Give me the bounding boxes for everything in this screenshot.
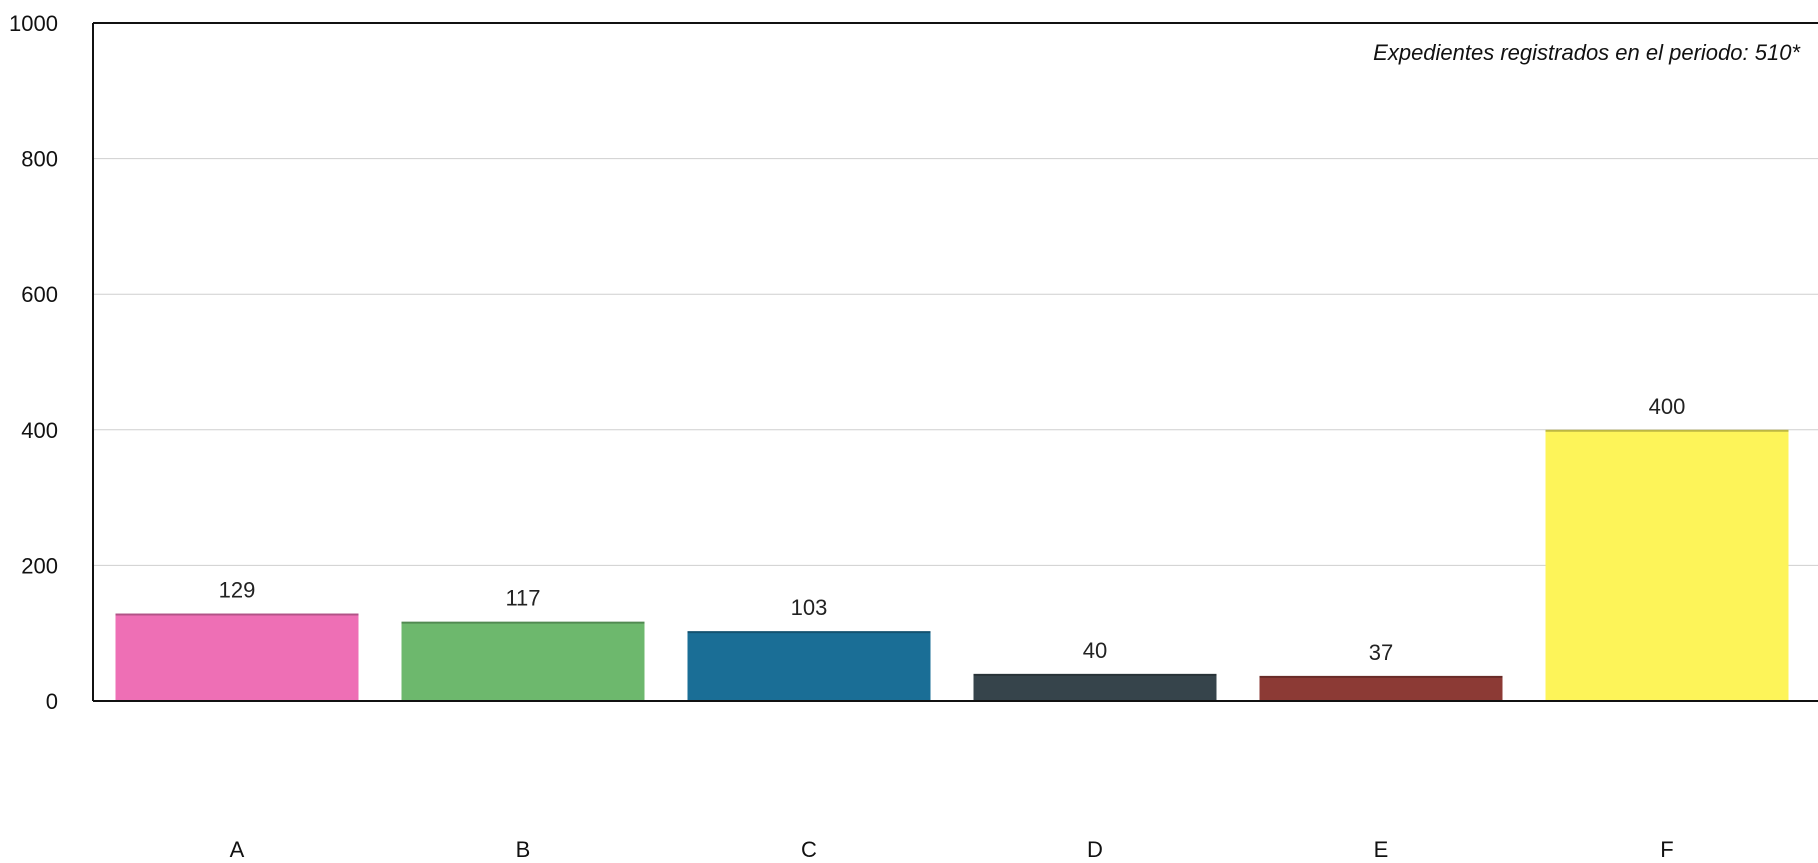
y-tick-label: 800 xyxy=(21,147,58,172)
data-label-B: 117 xyxy=(505,586,540,611)
x-tick-labels: A B C D E F xyxy=(230,837,1674,862)
y-tick-label: 200 xyxy=(21,553,58,578)
bar-A xyxy=(115,613,359,701)
x-tick-label-C: C xyxy=(801,837,817,862)
gridlines xyxy=(93,158,1818,566)
bar-D xyxy=(973,673,1217,701)
bars xyxy=(115,429,1789,701)
x-tick-label-A: A xyxy=(230,837,245,862)
annotation-text: Expedientes registrados en el periodo: 5… xyxy=(1373,40,1801,65)
data-label-D: 40 xyxy=(1083,638,1107,663)
x-tick-label-B: B xyxy=(516,837,531,862)
data-label-F: 400 xyxy=(1649,394,1686,419)
bar-B xyxy=(401,621,645,701)
x-tick-label-D: D xyxy=(1087,837,1103,862)
bar-F xyxy=(1545,429,1789,701)
data-label-C: 103 xyxy=(791,595,828,620)
bar-E xyxy=(1259,675,1503,701)
x-tick-label-F: F xyxy=(1660,837,1673,862)
y-tick-label: 1000 xyxy=(9,11,58,36)
x-tick-label-E: E xyxy=(1374,837,1389,862)
y-tick-labels: 0 200 400 600 800 1000 xyxy=(9,11,58,714)
data-labels: 129 117 103 40 37 400 xyxy=(219,394,1686,665)
axes xyxy=(92,22,1818,702)
data-label-A: 129 xyxy=(219,578,256,603)
bar-C xyxy=(687,631,931,701)
y-tick-label: 600 xyxy=(21,282,58,307)
y-tick-label: 400 xyxy=(21,418,58,443)
y-tick-label: 0 xyxy=(46,689,58,714)
data-label-E: 37 xyxy=(1369,640,1393,665)
